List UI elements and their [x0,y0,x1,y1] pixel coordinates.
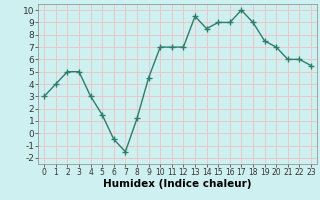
X-axis label: Humidex (Indice chaleur): Humidex (Indice chaleur) [103,179,252,189]
